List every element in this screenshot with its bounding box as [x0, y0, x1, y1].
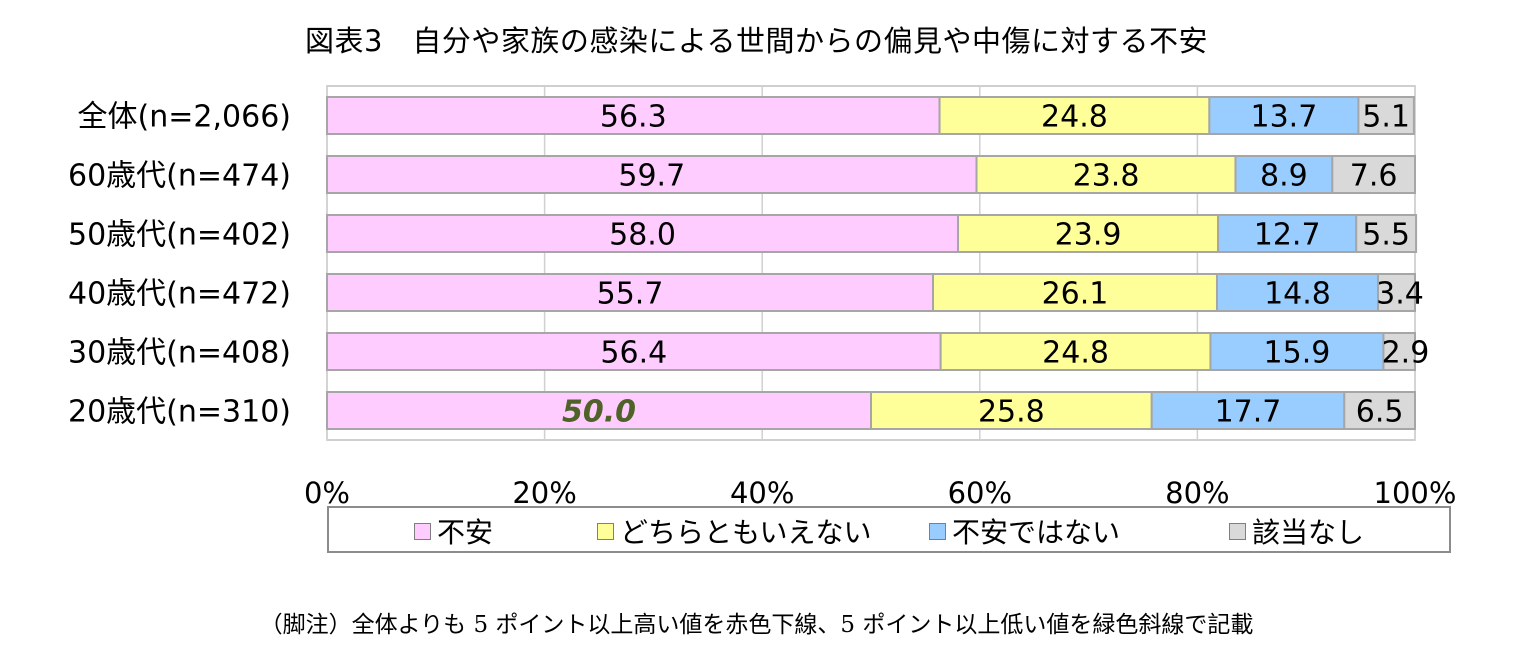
- x-tick-label: 20%: [512, 476, 576, 510]
- category-label: 40歳代(n=472): [68, 277, 291, 312]
- legend-swatch: [414, 522, 431, 540]
- data-label: 7.6: [1350, 159, 1398, 194]
- data-label: 5.5: [1362, 218, 1410, 253]
- data-label: 3.4: [1376, 277, 1424, 312]
- bar-segments: [326, 96, 1418, 430]
- chart-title: 図表3 自分や家族の感染による世間からの偏見や中傷に対する不安: [304, 24, 1209, 58]
- data-label: 12.7: [1254, 218, 1321, 253]
- legend: 不安 どちらともいえない 不安ではない 該当なし: [327, 506, 1451, 553]
- bar-segment: [938, 96, 1211, 135]
- bar-segment: [1208, 96, 1360, 135]
- category-labels: 全体(n=2,066) 60歳代(n=474) 50歳代(n=402) 40歳代(n=…: [68, 100, 291, 430]
- x-axis-ticks: 0% 20% 40% 60% 80% 100%: [304, 476, 1456, 510]
- data-label: 24.8: [1041, 100, 1108, 135]
- data-label: 25.8: [978, 395, 1045, 430]
- category-label: 全体(n=2,066): [78, 100, 291, 135]
- data-label: 15.9: [1264, 336, 1331, 371]
- bar-segment: [1357, 96, 1415, 135]
- legend-item: 不安: [414, 515, 493, 549]
- bar-segment: [870, 391, 1153, 430]
- data-label: 56.3: [600, 100, 667, 135]
- data-label: 23.8: [1073, 159, 1140, 194]
- category-label: 30歳代(n=408): [68, 336, 291, 371]
- legend-swatch: [929, 522, 946, 540]
- data-label: 14.8: [1264, 277, 1331, 312]
- bar-segment: [939, 332, 1212, 371]
- footnote: （脚注）全体よりも 5 ポイント以上高い値を赤色下線、5 ポイント以上低い値を緑…: [259, 612, 1254, 638]
- bar-segment: [1343, 391, 1417, 430]
- legend-label: 不安: [437, 516, 494, 549]
- legend-item: 不安ではない: [929, 515, 1120, 549]
- x-tick-label: 0%: [304, 476, 350, 510]
- bar-segment: [1355, 214, 1418, 253]
- bar-segment: [326, 155, 978, 194]
- x-tick-label: 60%: [948, 476, 1012, 510]
- category-label: 50歳代(n=402): [68, 218, 291, 253]
- bar-segment: [1150, 391, 1346, 430]
- x-tick-label: 80%: [1165, 476, 1229, 510]
- bar-segment: [326, 391, 872, 430]
- data-label: 8.9: [1260, 159, 1308, 194]
- legend-item: 該当なし: [1229, 515, 1364, 549]
- legend-label: どちらともいえない: [620, 516, 872, 549]
- bar-segment: [326, 214, 960, 253]
- legend-label: 不安ではない: [952, 516, 1121, 549]
- bar-segment: [1331, 155, 1417, 194]
- plot-area: [326, 85, 1416, 441]
- data-label: 13.7: [1250, 100, 1317, 135]
- data-label: 23.9: [1055, 218, 1122, 253]
- bar-segment: [1377, 273, 1417, 312]
- data-label: 2.9: [1382, 336, 1430, 371]
- data-labels: 56.3 24.8 13.7 5.1 59.7 23.8 8.9 7.6 58.0 23.9 12.…: [562, 100, 1429, 430]
- data-label: 17.7: [1215, 395, 1282, 430]
- bar-segment: [1217, 214, 1358, 253]
- data-label: 56.4: [600, 336, 667, 371]
- bar-segment: [1215, 273, 1380, 312]
- bar-segment: [1234, 155, 1334, 194]
- data-label: 58.0: [609, 218, 676, 253]
- bar-segment: [1382, 332, 1416, 371]
- x-tick-label: 40%: [730, 476, 794, 510]
- category-label: 60歳代(n=474): [68, 159, 291, 194]
- legend-swatch: [1229, 522, 1246, 540]
- x-tick-label: 100%: [1374, 476, 1457, 510]
- data-label: 24.8: [1042, 336, 1109, 371]
- data-label: 5.1: [1362, 100, 1410, 135]
- data-label: 26.1: [1042, 277, 1109, 312]
- data-label: 50.0: [562, 395, 636, 430]
- gridlines: [326, 85, 1416, 441]
- data-label: 6.5: [1356, 395, 1404, 430]
- bar-segment: [957, 214, 1220, 253]
- bar-segment: [326, 273, 935, 312]
- category-label: 20歳代(n=310): [68, 395, 291, 430]
- data-label: 59.7: [618, 159, 685, 194]
- legend-swatch: [597, 522, 614, 540]
- bar-segment: [326, 332, 942, 371]
- bar-segment: [975, 155, 1237, 194]
- data-label: 55.7: [597, 277, 664, 312]
- legend-label: 該当なし: [1252, 516, 1365, 549]
- legend-item: どちらともいえない: [597, 515, 871, 549]
